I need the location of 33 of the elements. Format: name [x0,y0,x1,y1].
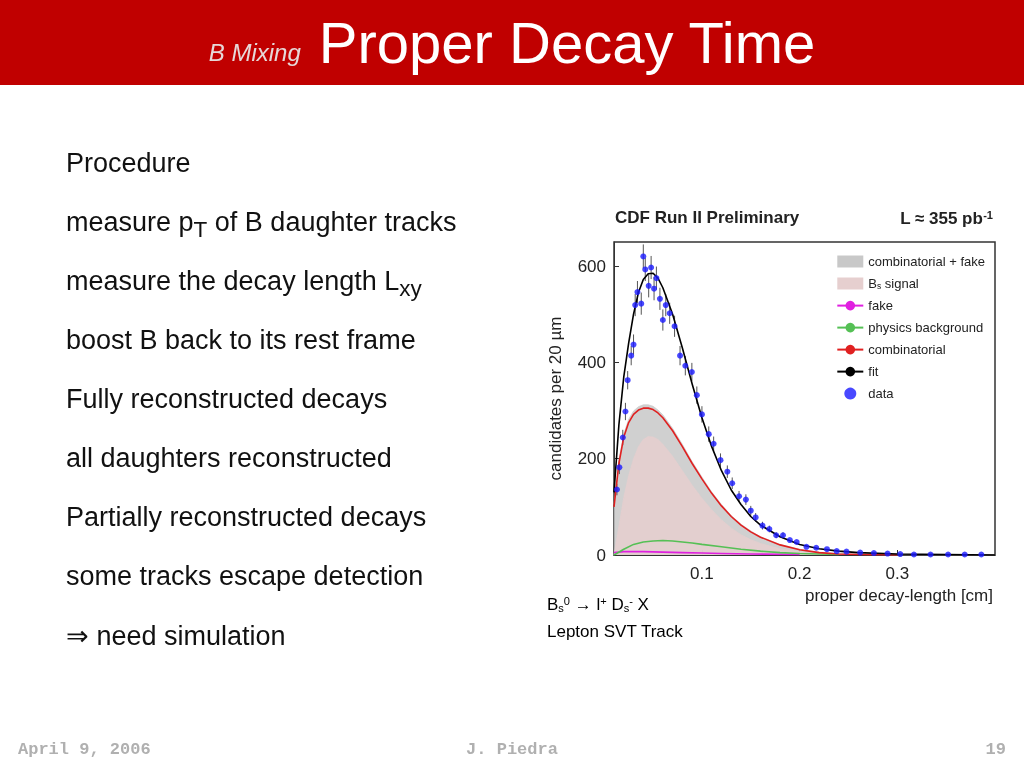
text: all daughters reconstructed [66,443,392,474]
text: boost B back to its rest frame [66,325,416,356]
text: Fully reconstructed decays [66,384,388,415]
chart-title: CDF Run II Preliminary [615,208,800,227]
text: measure the decay length L$_{xy}$ [66,266,422,303]
x-tick-label: 0.3 [885,564,910,583]
text: B Mixing [208,38,301,67]
legend-label: physics background [868,320,984,336]
legend-label: fit [868,364,879,380]
text: Partially reconstructed decays [66,502,427,533]
legend-label: Bs signal [868,276,919,292]
legend-label: data [868,386,895,402]
y-tick-label: 0 [596,545,606,565]
y-tick-label: 400 [577,352,606,372]
legend-label: combinatorial [868,342,946,358]
text: April 9, 2006 [18,740,152,759]
y-tick-label: 200 [577,449,606,469]
legend-label: fake [868,298,893,314]
text: some tracks escape detection [66,561,424,592]
y-tick-label: 600 [577,256,606,276]
legend-label: combinatorial + fake [868,254,985,269]
text: Proper Decay Time [318,9,816,76]
text: measure p$_{T}$ of B daughter tracks [66,207,457,244]
text: 19 [984,740,1006,759]
text: J. Piedra [465,740,559,759]
text: Lepton SVT Track [547,622,684,641]
x-tick-label: 0.2 [787,564,812,583]
text: ⇒ need simulation [66,620,286,652]
y-axis-title: candidates per 20 µm [546,316,565,481]
text: Procedure [66,148,191,179]
text: Bs0 → l+ Ds- X [547,594,649,615]
x-axis-title: proper decay-length [cm] [804,586,993,605]
x-tick-label: 0.1 [690,564,714,583]
